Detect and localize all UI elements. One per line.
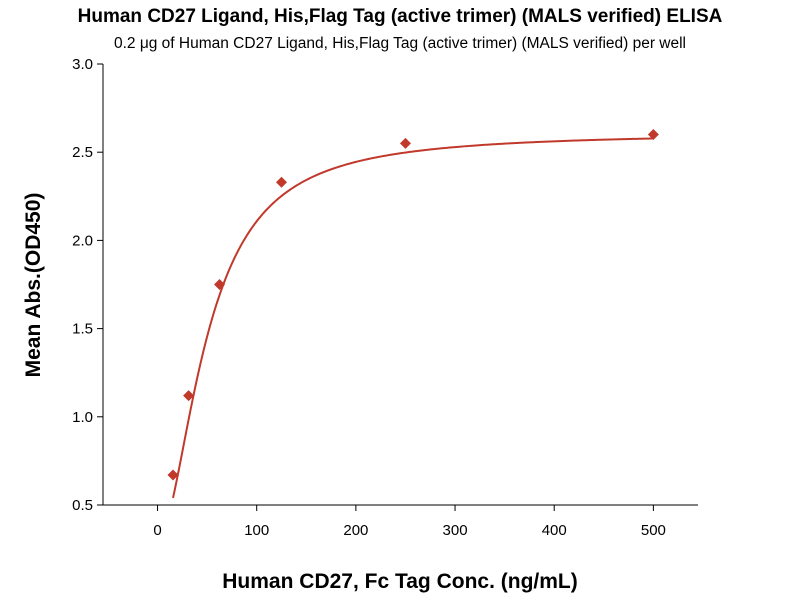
x-tick-label: 100 [244, 522, 269, 539]
data-point [167, 469, 179, 481]
x-ticks: 0 100 200 300 400 500 [153, 505, 666, 539]
data-points [167, 129, 659, 481]
y-tick-label: 1.5 [72, 321, 93, 338]
data-point [183, 390, 195, 402]
x-axis-label: Human CD27, Fc Tag Conc. (ng/mL) [222, 570, 577, 593]
x-tick-label: 0 [153, 522, 161, 539]
y-tick-label: 1.0 [72, 409, 93, 426]
fit-curve [172, 137, 654, 499]
x-tick-label: 400 [542, 522, 567, 539]
x-tick-label: 200 [343, 522, 368, 539]
y-tick-label: 3.0 [72, 56, 93, 73]
axes [102, 64, 698, 506]
data-point [214, 279, 226, 290]
chart-subtitle: 0.2 μg of Human CD27 Ligand, His,Flag Ta… [114, 35, 686, 52]
y-axis-label: Mean Abs.(OD450) [22, 193, 45, 378]
x-tick-label: 500 [641, 522, 666, 539]
y-tick-label: 2.0 [72, 232, 93, 249]
x-tick-label: 300 [443, 522, 468, 539]
y-tick-label: 0.5 [72, 497, 93, 514]
y-tick-label: 2.5 [72, 144, 93, 161]
data-point [276, 176, 287, 188]
data-point [399, 137, 411, 149]
chart-title: Human CD27 Ligand, His,Flag Tag (active … [78, 6, 723, 27]
data-point [647, 129, 659, 141]
y-ticks: 0.5 1.0 1.5 2.0 2.5 3.0 [72, 56, 103, 514]
